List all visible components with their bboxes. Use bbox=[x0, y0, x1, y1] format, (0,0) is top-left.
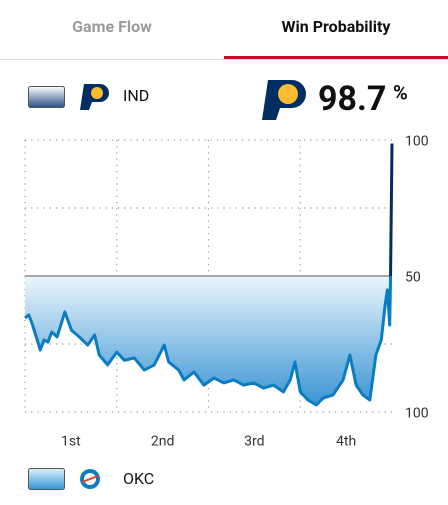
y-tick-label: 100 bbox=[405, 406, 429, 422]
area bbox=[25, 143, 392, 405]
x-tick-label: 3rd bbox=[244, 434, 264, 450]
plot: 100 50 100 1st 2nd 3rd 4th bbox=[24, 134, 429, 450]
tab-underline bbox=[224, 56, 448, 59]
okc-label: OKC bbox=[123, 469, 154, 488]
ind-swatch bbox=[28, 86, 65, 108]
y-tick-label: 100 bbox=[405, 134, 429, 150]
tab[interactable]: Game Flow bbox=[72, 17, 152, 36]
x-tick-label: 4th bbox=[336, 434, 356, 450]
okc-logo bbox=[80, 469, 100, 489]
x-tick-label: 2nd bbox=[151, 434, 175, 450]
tab-active[interactable]: Win Probability bbox=[282, 17, 392, 36]
ind-logo-large bbox=[262, 80, 306, 120]
ind-label: IND bbox=[123, 86, 149, 105]
okc-swatch bbox=[28, 468, 65, 490]
x-tick-label: 1st bbox=[61, 434, 81, 450]
win-probability-line bbox=[24, 143, 394, 407]
tab-bar bbox=[0, 0, 448, 60]
headline-unit: % bbox=[393, 80, 408, 104]
y-tick-label: 50 bbox=[405, 270, 421, 286]
divider bbox=[0, 59, 448, 60]
ind-logo bbox=[80, 84, 109, 110]
headline-value: 98.7 bbox=[318, 79, 386, 119]
